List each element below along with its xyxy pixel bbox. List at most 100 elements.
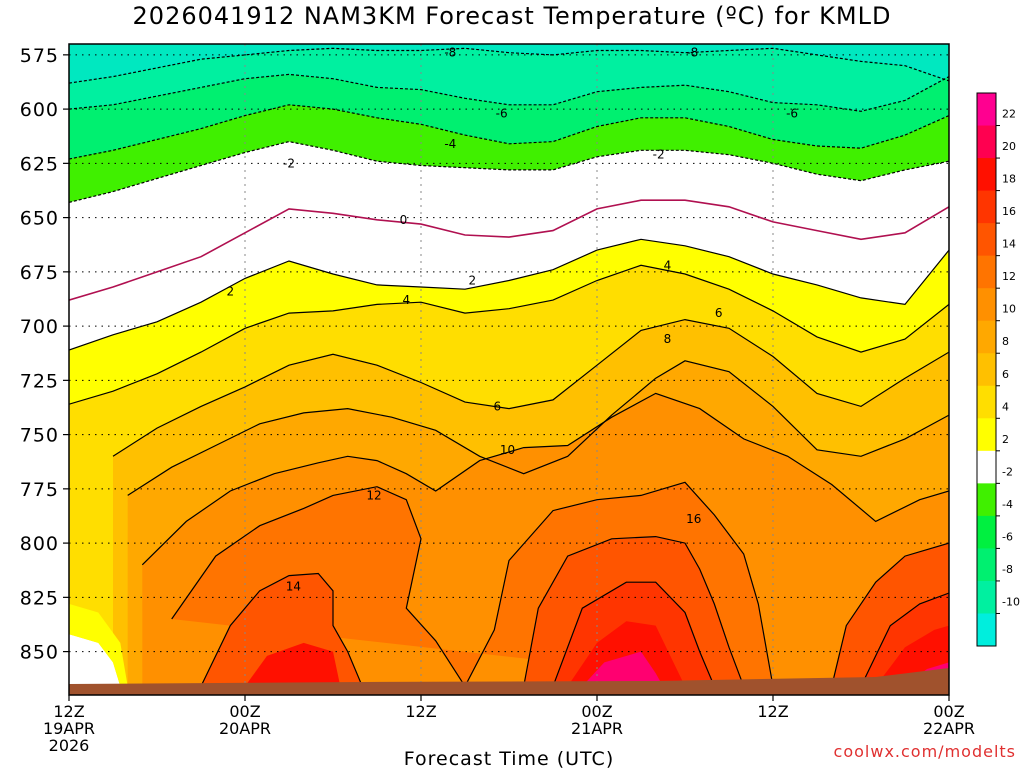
colorbar-swatch-15 xyxy=(977,580,996,614)
contour-label-text: -6 xyxy=(496,106,508,120)
colorbar-label-11: -2 xyxy=(1002,465,1013,478)
colorbar-legend: 22 20 18 16 14 12 10 8 6 4 2 -2 -4 -6 -8 -10 xyxy=(976,92,1020,647)
chart-title: 2026041912 NAM3KM Forecast Temperature (… xyxy=(132,2,892,30)
terrain-layer xyxy=(69,667,949,695)
colorbar-swatch-7 xyxy=(977,320,996,354)
contour-label-2: -6 xyxy=(496,106,508,120)
contour-label-15: 10 xyxy=(500,443,515,457)
colorbar-label-5: 12 xyxy=(1002,270,1016,283)
colorbar-swatch-8 xyxy=(977,353,996,387)
colorbar-swatch-9 xyxy=(977,385,996,419)
colorbar-swatch-12 xyxy=(977,483,996,517)
contour-label-11: 4 xyxy=(664,258,672,272)
colorbar-label-9: 4 xyxy=(1002,400,1009,413)
isotherm-16 xyxy=(860,592,949,687)
y-tick-label-675: 675 xyxy=(20,262,59,284)
x-tick-label-60-0: 00Z xyxy=(933,702,964,721)
y-tick-label-600: 600 xyxy=(20,99,59,121)
contour-label-13: 6 xyxy=(715,306,723,320)
contour-label-text: 2 xyxy=(227,284,235,298)
contour-label-text: -2 xyxy=(283,156,295,170)
y-axis: 575 600 625 650 675 700 725 750 775 800 825 850 xyxy=(20,45,69,664)
contour-label-3: -6 xyxy=(786,106,798,120)
colorbar-label-4: 14 xyxy=(1002,238,1016,251)
x-tick-label-12-0: 00Z xyxy=(229,702,260,721)
y-tick-label-750: 750 xyxy=(20,425,59,447)
colorbar-swatch-1 xyxy=(977,125,996,159)
colorbar-swatch-10 xyxy=(977,418,996,452)
contour-label-text: 4 xyxy=(664,258,672,272)
colorbar-swatch-16 xyxy=(977,613,996,647)
colorbar-label-1: 20 xyxy=(1002,140,1016,153)
contour-label-text: 10 xyxy=(500,443,515,457)
y-tick-label-575: 575 xyxy=(20,45,59,67)
contour-label-5: -2 xyxy=(283,156,295,170)
contour-label-14: 8 xyxy=(664,332,672,346)
isotherm--2 xyxy=(69,140,949,203)
warm-core-1 xyxy=(567,621,685,687)
plot-frame xyxy=(68,43,950,696)
y-tick-label-825: 825 xyxy=(20,587,59,609)
colorbar-swatch-4 xyxy=(977,223,996,257)
isotherm-2 xyxy=(69,238,949,351)
contour-label-9: 2 xyxy=(469,274,477,288)
isotherm-14 xyxy=(831,542,949,687)
colorbar-swatch-13 xyxy=(977,515,996,549)
isotherm-16 xyxy=(552,581,715,687)
colorbar-label-14: -8 xyxy=(1002,563,1013,576)
warm-core-6 xyxy=(69,603,128,687)
contour-label-text: 4 xyxy=(403,293,411,307)
contour-label-text: 6 xyxy=(715,306,723,320)
contour-label-text: 2 xyxy=(469,274,477,288)
contour-label-12: 6 xyxy=(493,399,501,413)
contour-label-17: 14 xyxy=(286,580,301,594)
colorbar-swatch-2 xyxy=(977,158,996,192)
y-tick-label-625: 625 xyxy=(20,153,59,175)
contour-label-text: -6 xyxy=(786,106,798,120)
colorbar-label-2: 18 xyxy=(1002,173,1016,186)
contour-label-text: 16 xyxy=(686,512,701,526)
colorbar-swatch-14 xyxy=(977,548,996,582)
contour-label-text: -8 xyxy=(686,46,698,60)
x-tick-label-48-0: 12Z xyxy=(757,702,788,721)
temperature-bands xyxy=(69,44,949,695)
contour-label-text: 0 xyxy=(400,213,408,227)
x-tick-label-0-0: 12Z xyxy=(53,702,84,721)
x-tick-label-60-1: 22APR xyxy=(923,719,975,738)
colorbar-swatch-5 xyxy=(977,255,996,289)
isotherm--8 xyxy=(69,47,949,84)
warm-core-2 xyxy=(582,651,663,687)
colorbar-frame xyxy=(976,92,997,647)
warm-core-5 xyxy=(69,634,121,687)
colorbar-label-0: 22 xyxy=(1002,108,1016,121)
x-tick-label-0-1: 19APR xyxy=(43,719,95,738)
contour-label-0: -8 xyxy=(444,46,456,60)
isotherm-6 xyxy=(112,318,949,457)
colorbar-label-7: 8 xyxy=(1002,335,1009,348)
x-axis-label: Forecast Time (UTC) xyxy=(404,748,614,768)
colorbar-label-13: -6 xyxy=(1002,530,1013,543)
colorbar-label-10: 2 xyxy=(1002,433,1009,446)
x-tick-label-0-2: 2026 xyxy=(49,736,90,755)
contour-label-text: 14 xyxy=(286,580,301,594)
contour-label-text: -8 xyxy=(444,46,456,60)
colorbar-label-3: 16 xyxy=(1002,205,1016,218)
isotherm--4 xyxy=(69,104,949,160)
isotherm--6 xyxy=(69,73,949,112)
contour-label-text: -4 xyxy=(444,137,456,151)
contour-labels: -8 -8 -6 -6 -4 -2 -2 0 2 2 4 4 6 6 8 10 12 14 16 xyxy=(227,46,799,594)
contour-label-text: 6 xyxy=(493,399,501,413)
colorbar-label-6: 10 xyxy=(1002,303,1016,316)
x-tick-label-12-1: 20APR xyxy=(219,719,271,738)
contour-label-text: 12 xyxy=(366,488,381,502)
isotherm-4 xyxy=(69,264,949,405)
contour-label-text: 8 xyxy=(664,332,672,346)
colorbar-swatch-3 xyxy=(977,190,996,224)
colorbar-label-15: -10 xyxy=(1002,595,1020,608)
isotherm-14 xyxy=(523,535,745,687)
warm-core-0 xyxy=(245,642,341,687)
y-tick-label-725: 725 xyxy=(20,370,59,392)
contour-label-10: 4 xyxy=(403,293,411,307)
y-tick-label-850: 850 xyxy=(20,642,59,664)
